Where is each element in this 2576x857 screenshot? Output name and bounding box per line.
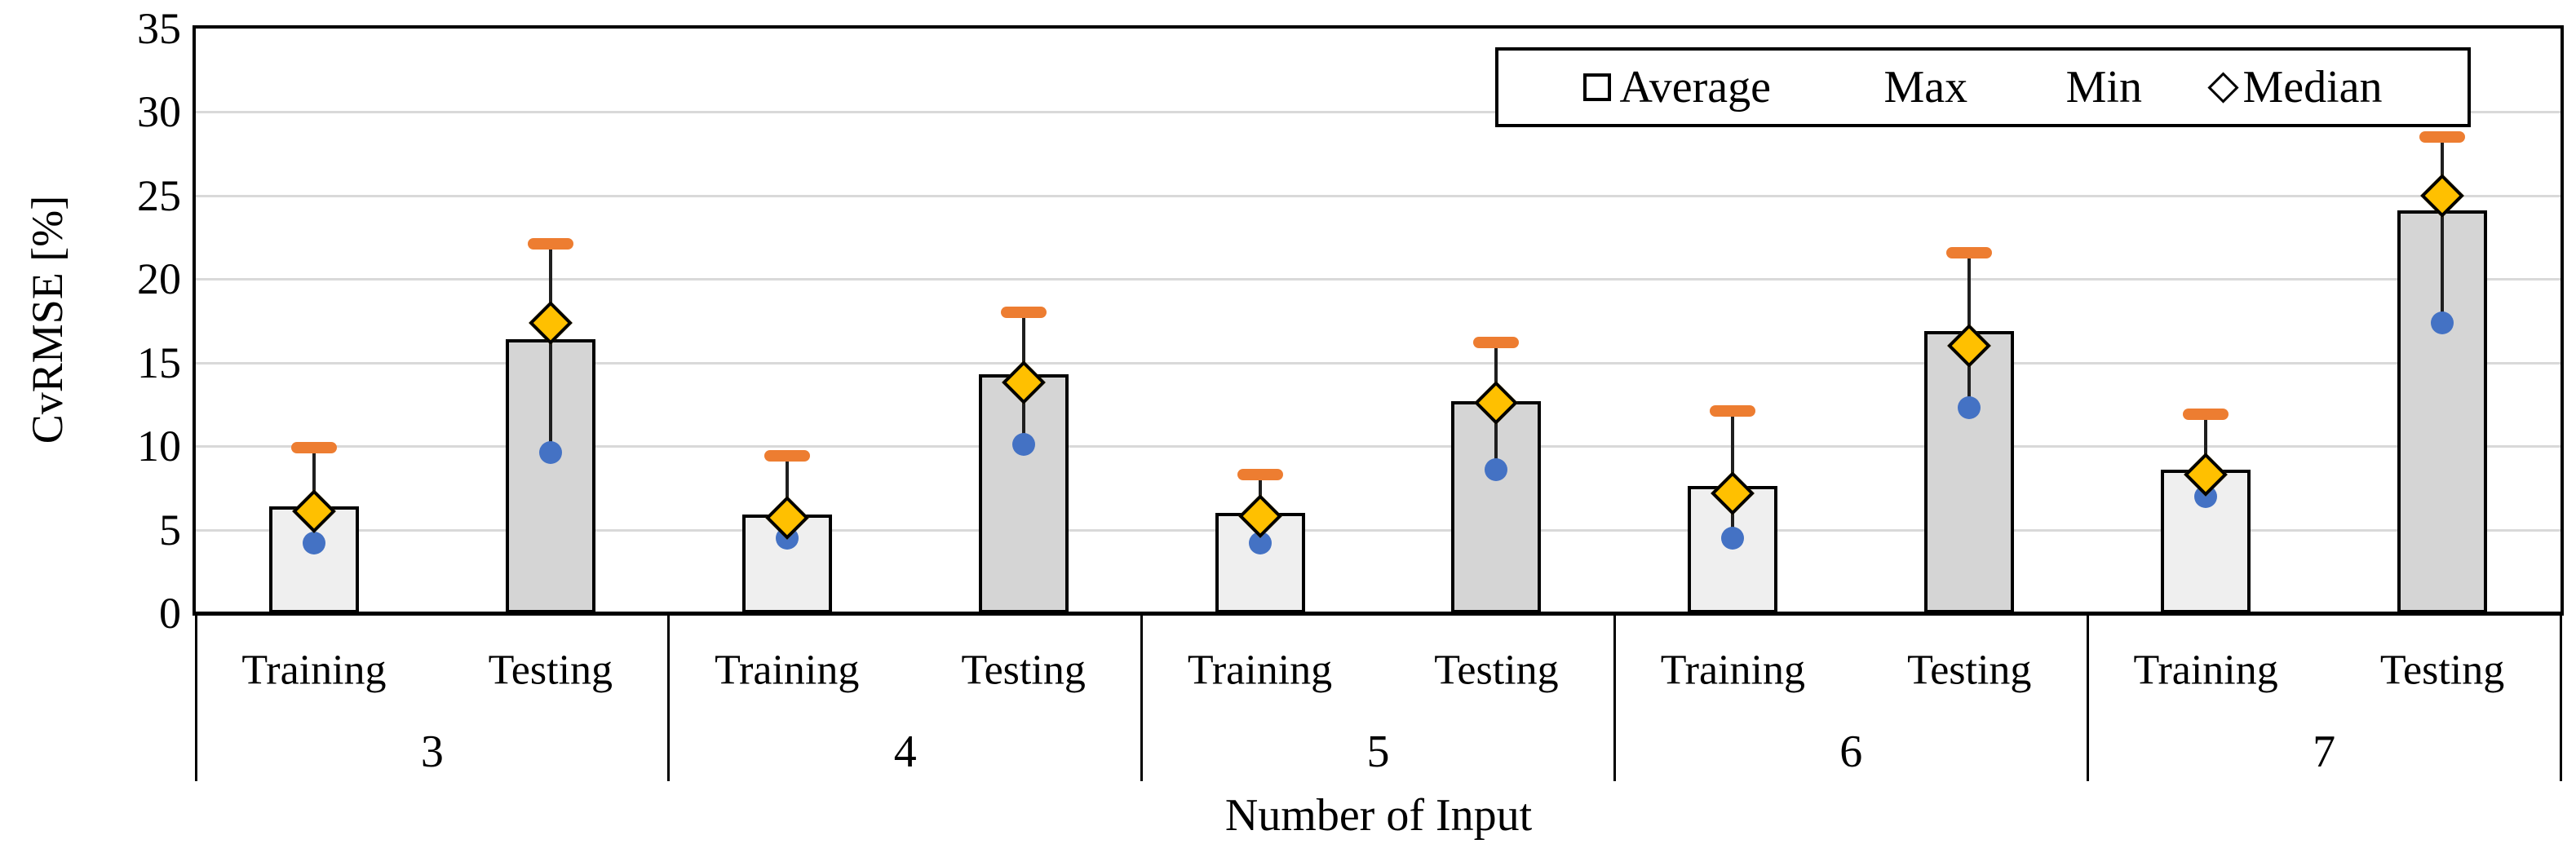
group-label-4: 4 (893, 727, 917, 777)
category-separator (194, 613, 197, 781)
min-marker-testing-4 (1011, 433, 1035, 457)
x-axis-line (193, 612, 2564, 616)
gridline (196, 111, 2561, 114)
y-tick-label: 0 (159, 589, 181, 638)
category-label-training-7: Training (2133, 647, 2278, 694)
y-tick-label: 20 (137, 254, 181, 304)
min-dot-icon (2038, 77, 2058, 97)
error-bar-testing-7 (2441, 137, 2445, 323)
legend-item-min: Min (2038, 61, 2142, 113)
gridline (196, 194, 2561, 197)
legend-item-max: Max (1841, 61, 1967, 113)
max-marker-training-5 (1237, 468, 1283, 480)
category-separator (667, 613, 671, 781)
min-marker-testing-7 (2431, 311, 2454, 334)
legend: Average Max Min Median (1495, 47, 2471, 127)
category-label-training-5: Training (1187, 647, 1333, 694)
y-tick-label: 25 (137, 170, 181, 220)
y-tick-label: 10 (137, 422, 181, 471)
category-label-testing-4: Testing (961, 647, 1086, 694)
y-tick-label: 15 (137, 338, 181, 387)
max-marker-training-7 (2183, 409, 2229, 421)
legend-label-max: Max (1883, 62, 1968, 113)
legend-label-median: Median (2242, 62, 2383, 113)
category-label-training-4: Training (715, 647, 860, 694)
category-label-testing-7: Testing (2379, 647, 2505, 694)
max-marker-testing-7 (2419, 131, 2466, 144)
max-marker-training-3 (290, 442, 337, 454)
group-label-3: 3 (420, 727, 444, 777)
category-label-testing-3: Testing (488, 647, 613, 694)
category-separator (1140, 613, 1144, 781)
category-separator (1613, 613, 1616, 781)
y-tick-label: 5 (159, 505, 181, 554)
error-bar-testing-3 (548, 244, 552, 453)
min-marker-testing-6 (1958, 396, 1981, 420)
min-marker-training-3 (302, 531, 325, 554)
category-separator (2086, 613, 2089, 781)
category-label-testing-6: Testing (1907, 647, 2032, 694)
legend-label-average: Average (1619, 62, 1771, 113)
gridline (196, 361, 2561, 364)
category-separator (2559, 613, 2562, 781)
max-marker-testing-4 (1000, 307, 1047, 319)
legend-label-min: Min (2065, 62, 2142, 113)
y-tick-label: 30 (137, 87, 181, 137)
group-label-7: 7 (2313, 727, 2336, 777)
group-label-5: 5 (1366, 727, 1390, 777)
max-marker-testing-3 (527, 238, 573, 250)
average-square-icon (1583, 73, 1612, 101)
max-marker-testing-5 (1473, 337, 1520, 349)
category-label-training-6: Training (1660, 647, 1805, 694)
min-marker-testing-5 (1485, 457, 1508, 481)
max-dash-icon (1841, 82, 1875, 93)
min-marker-testing-3 (538, 441, 562, 465)
max-marker-training-6 (1710, 405, 1756, 417)
legend-item-average: Average (1583, 61, 1771, 113)
min-marker-training-6 (1721, 526, 1745, 550)
gridline (196, 278, 2561, 281)
group-label-6: 6 (1839, 727, 1863, 777)
legend-item-median: Median (2207, 61, 2383, 113)
gridline (196, 445, 2561, 448)
max-marker-testing-6 (1946, 246, 1993, 258)
max-marker-training-4 (764, 450, 810, 462)
category-label-training-3: Training (241, 647, 387, 694)
category-label-testing-5: Testing (1434, 647, 1559, 694)
gridline (196, 528, 2561, 532)
y-tick-label: 35 (137, 4, 181, 53)
plot-area (193, 25, 2564, 613)
median-diamond-icon (2207, 71, 2240, 104)
y-axis-title: CvRMSE [%] (23, 195, 72, 444)
x-axis-title: Number of Input (1224, 790, 1533, 841)
